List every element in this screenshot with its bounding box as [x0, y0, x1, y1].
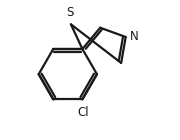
Text: N: N: [130, 30, 139, 43]
Text: S: S: [66, 6, 73, 19]
Text: Cl: Cl: [77, 106, 89, 119]
